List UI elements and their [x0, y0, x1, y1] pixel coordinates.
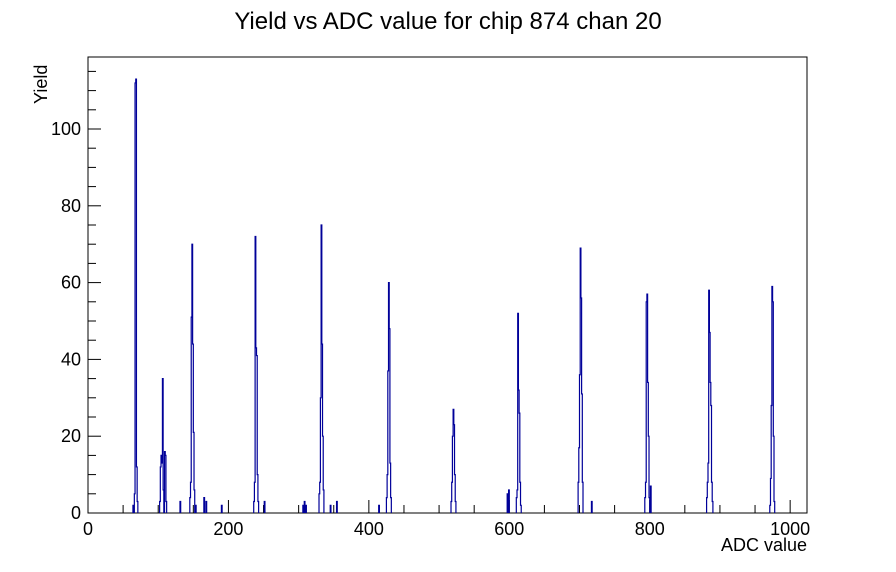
y-tick-label: 80 — [61, 196, 81, 216]
histogram-line — [132, 78, 776, 513]
x-axis-label: ADC value — [721, 535, 807, 555]
chart-title: Yield vs ADC value for chip 874 chan 20 — [234, 8, 661, 35]
x-tick-label: 400 — [354, 519, 384, 539]
plot-frame — [87, 56, 808, 514]
x-tick-label: 0 — [83, 519, 93, 539]
x-tick-label: 1000 — [770, 519, 810, 539]
y-axis-ticks — [88, 70, 101, 514]
y-tick-label: 40 — [61, 349, 81, 369]
y-axis-label: Yield — [31, 65, 51, 104]
x-tick-label: 600 — [494, 519, 524, 539]
x-axis-ticks — [87, 500, 791, 513]
y-tick-label: 20 — [61, 426, 81, 446]
y-tick-label: 0 — [71, 503, 81, 523]
x-axis-tick-labels: 0 200 400 600 800 1000 — [83, 519, 810, 539]
y-tick-label: 60 — [61, 273, 81, 293]
x-tick-label: 800 — [635, 519, 665, 539]
y-axis-tick-labels: 0 20 40 60 80 100 — [51, 119, 81, 523]
y-tick-label: 100 — [51, 119, 81, 139]
x-tick-label: 200 — [213, 519, 243, 539]
